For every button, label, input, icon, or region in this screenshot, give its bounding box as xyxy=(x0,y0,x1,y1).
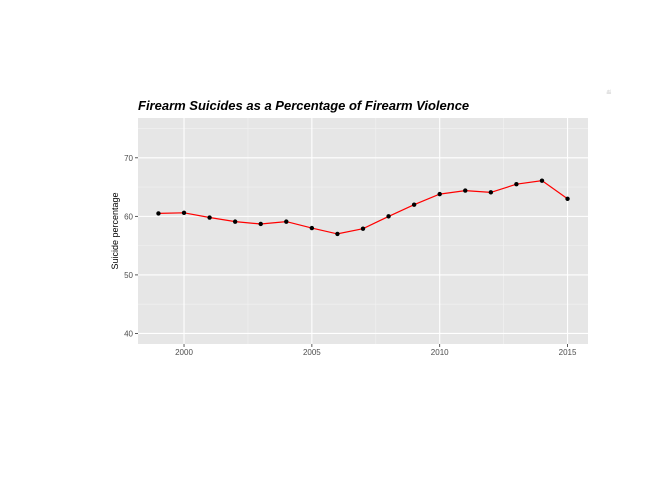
data-point xyxy=(284,219,289,224)
data-point xyxy=(539,178,545,183)
data-point xyxy=(565,196,570,201)
y-tick-label: 60 xyxy=(124,212,133,221)
x-tick-label: 2000 xyxy=(175,348,193,357)
data-point xyxy=(514,181,519,187)
data-point xyxy=(232,219,238,224)
y-tick-label: 40 xyxy=(124,329,133,338)
data-point xyxy=(258,221,263,227)
axis-ticks: 2000 2005 2010 2015 40 50 60 70 xyxy=(124,154,577,357)
x-tick-label: 2010 xyxy=(431,348,449,357)
data-point xyxy=(411,202,417,207)
chart-title: Firearm Suicides as a Percentage of Fire… xyxy=(138,98,469,113)
grid-lines xyxy=(138,118,588,344)
data-point xyxy=(437,191,442,197)
data-point xyxy=(335,231,340,237)
corner-mark: ≝ xyxy=(606,89,612,97)
data-point xyxy=(488,190,494,195)
data-point xyxy=(309,225,315,231)
data-point xyxy=(181,210,187,216)
data-point xyxy=(386,214,391,219)
plot-panel xyxy=(138,118,588,344)
data-point xyxy=(207,215,212,220)
data-point xyxy=(360,226,366,231)
series-group xyxy=(156,178,570,237)
y-tick-label: 50 xyxy=(124,271,133,280)
x-tick-label: 2005 xyxy=(303,348,321,357)
x-tick-label: 2015 xyxy=(559,348,577,357)
data-point xyxy=(156,211,161,216)
y-tick-label: 70 xyxy=(124,154,133,163)
data-point xyxy=(463,188,468,193)
y-axis-label: Suicide percentage xyxy=(110,192,120,269)
